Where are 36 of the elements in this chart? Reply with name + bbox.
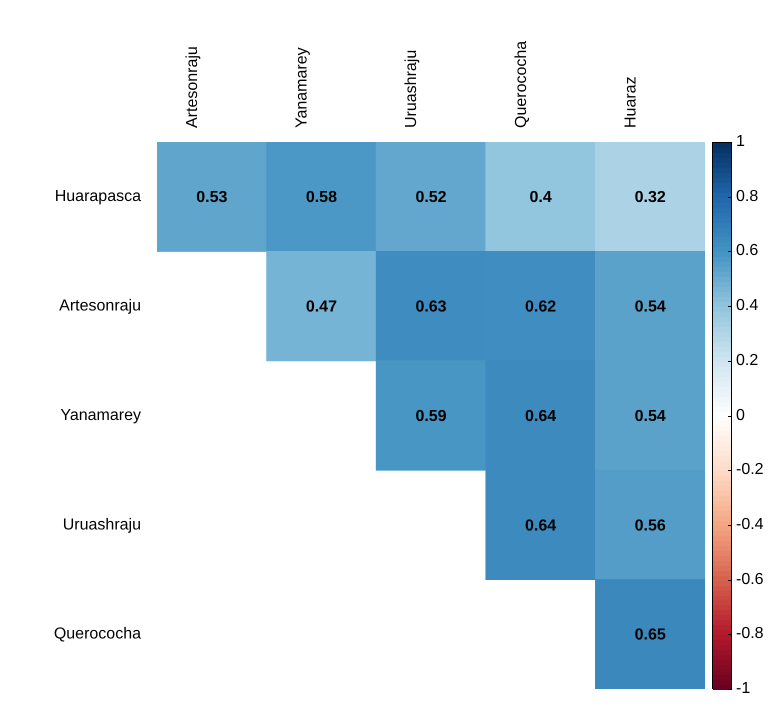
color-bar-label: 0.2 [736, 352, 758, 369]
data-label: 0.32 [634, 189, 666, 206]
y-tick-label: Artesonraju [59, 298, 141, 315]
color-bar-label: -0.8 [736, 625, 764, 642]
color-bar-label: -0.6 [736, 570, 764, 588]
color-bar-label: -1 [736, 680, 750, 697]
data-label: 0.54 [634, 408, 666, 425]
data-label: 0.52 [415, 189, 447, 206]
data-label: 0.64 [525, 517, 556, 534]
color-bar-label: 0.6 [736, 242, 758, 260]
y-tick-label: Huarapasca [54, 188, 142, 206]
x-tick-label: Artesonraju [184, 46, 202, 128]
color-bar-label: -0.2 [736, 461, 764, 478]
x-tick-label: Querococha [512, 40, 530, 128]
color-bar-label: -0.4 [736, 516, 764, 533]
data-label: 0.64 [525, 408, 556, 425]
data-label: 0.56 [634, 517, 666, 534]
data-label: 0.58 [306, 189, 338, 206]
color-bar-label: 1 [736, 133, 745, 150]
data-label: 0.65 [634, 626, 666, 644]
color-bar-label: 0.8 [736, 188, 758, 205]
data-label: 0.53 [196, 189, 228, 206]
x-tick-label: Uruashraju [403, 50, 420, 128]
data-label: 0.4 [529, 189, 552, 206]
data-label: 0.59 [415, 408, 447, 425]
data-label: 0.54 [634, 298, 666, 316]
y-tick-label: Yanamarey [60, 406, 141, 424]
data-label: 0.62 [525, 298, 556, 316]
color-bar-label: 0 [736, 406, 745, 424]
x-tick-label: Huaraz [622, 76, 640, 128]
x-tick-label: Yanamarey [294, 47, 311, 128]
color-bar-label: 0.4 [736, 297, 758, 314]
data-label: 0.47 [306, 298, 338, 316]
data-label: 0.63 [415, 298, 447, 316]
y-tick-label: Uruashraju [62, 516, 141, 534]
y-tick-label: Querococha [54, 626, 142, 643]
